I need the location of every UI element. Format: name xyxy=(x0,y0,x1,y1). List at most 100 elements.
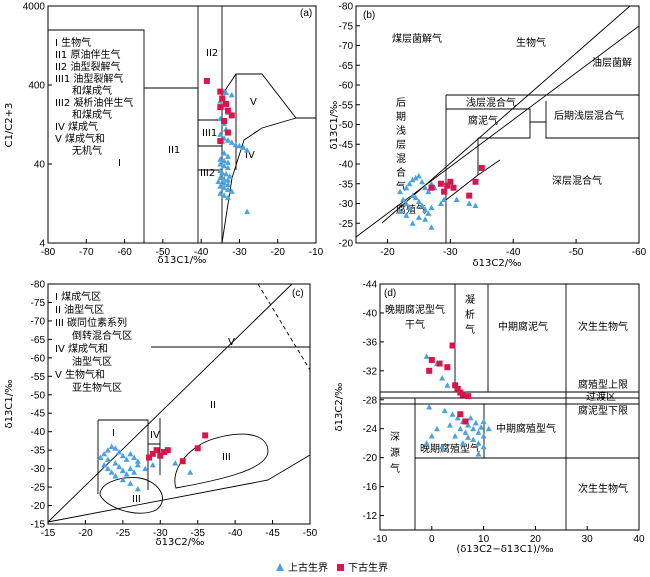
d-point-upper xyxy=(465,434,472,440)
b-point-upper xyxy=(397,188,404,195)
panel-d-zone-2: 干气 xyxy=(405,318,425,331)
c-ytick-label: -25 xyxy=(31,483,46,494)
panel-b-zone-3: 油层菌解 xyxy=(592,56,632,69)
panel-a-legend-7: 和煤成气 xyxy=(72,108,112,121)
b-ytick-label: -35 xyxy=(339,179,354,190)
panel-d-ylabel: δ13C2/‰ xyxy=(334,383,345,432)
d-point-upper xyxy=(423,353,430,359)
c-point-lower xyxy=(149,450,156,457)
c-xtick-label: -40 xyxy=(228,528,243,539)
d-point-lower xyxy=(436,360,443,367)
panel-b-zone-5: 腐泥气 xyxy=(468,114,498,127)
a-point-upper xyxy=(236,142,243,149)
b-point-lower xyxy=(478,164,485,171)
c-point-upper xyxy=(134,461,141,468)
b-point-upper xyxy=(403,212,410,218)
d-xtick-label: 0 xyxy=(429,534,435,545)
d-point-lower xyxy=(428,356,435,363)
a-point-lower xyxy=(224,129,231,136)
c-point-upper xyxy=(187,469,194,475)
a-point-upper xyxy=(215,178,222,185)
c-point-lower xyxy=(202,432,209,439)
panel-b-zone-7-v6: 合 xyxy=(396,166,406,179)
panel-d-zone-7: 过渡区 xyxy=(586,390,616,403)
a-xtick-label: -10 xyxy=(309,247,324,258)
panel-d-zone-6: 腐殖型上限 xyxy=(578,378,628,391)
c-point-upper xyxy=(127,465,134,472)
panel-a-legend-1: I 生物气 xyxy=(55,36,91,49)
a-point-upper xyxy=(228,91,235,98)
d-point-lower xyxy=(426,367,433,374)
b-point-upper xyxy=(409,192,416,199)
panel-b-zone-6: 后期浅层混合气 xyxy=(554,109,624,122)
d-point-upper xyxy=(454,414,461,421)
panel-c-label: (c) xyxy=(292,288,304,299)
c-ytick-label: -30 xyxy=(31,464,46,475)
panel-d: (d) 晚期腐泥型气 干气 凝 析 气 中期腐泥气 次生生物气 腐殖型上限 过渡… xyxy=(334,280,645,556)
a-point-upper xyxy=(221,192,228,198)
d-point-upper xyxy=(472,419,479,426)
panel-a-zone-III1: III1 xyxy=(202,128,217,139)
panel-b-ylabel: δ13C1/‰ xyxy=(329,101,340,150)
panel-b-zone-7-v4: 层 xyxy=(396,139,406,151)
a-point-upper xyxy=(224,181,231,188)
c-point-upper xyxy=(172,460,179,466)
b-xtick-label: -30 xyxy=(443,247,458,258)
panel-b-zone-7-v1: 后 xyxy=(396,97,406,109)
panel-a-zone-II2: II2 xyxy=(206,48,218,59)
c-point-upper xyxy=(142,465,149,472)
b-point-upper xyxy=(425,210,432,216)
b-point-lower xyxy=(441,188,448,195)
d-point-upper xyxy=(426,404,433,410)
d-point-upper xyxy=(470,436,477,443)
b-ytick-label: -20 xyxy=(339,239,354,250)
a-point-upper xyxy=(219,169,226,176)
b-point-upper xyxy=(400,196,407,203)
b-point-upper xyxy=(428,204,435,210)
panel-c-zone-II: II xyxy=(210,400,216,411)
c-point-upper xyxy=(101,450,108,457)
b-ytick-label: -80 xyxy=(339,2,354,13)
d-point-upper xyxy=(475,451,482,457)
b-ytick-label: -60 xyxy=(339,81,354,92)
panel-c-legend-5: IV 煤成气和 xyxy=(55,342,108,355)
panel-a-legend-3: II2 油型裂解气 xyxy=(55,60,120,73)
c-point-upper xyxy=(123,456,130,462)
b-xtick-label: -40 xyxy=(506,247,521,258)
panel-d-zone-9c: 气 xyxy=(390,462,400,475)
b-point-lower xyxy=(447,178,454,185)
panel-b-zone-7-v3: 浅 xyxy=(396,124,406,137)
c-xtick-label: -30 xyxy=(153,528,168,539)
c-point-lower xyxy=(179,458,186,465)
legend-lower-label: 下古生界 xyxy=(348,561,388,574)
panel-a-legend-5: 和煤成气 xyxy=(72,84,112,97)
a-xtick-label: -40 xyxy=(194,247,209,258)
d-point-upper xyxy=(478,424,485,430)
panel-d-xlabel: (δ13C2−δ13C1)/‰ xyxy=(456,544,553,555)
c-point-upper xyxy=(123,471,130,477)
d-ytick-label: -28 xyxy=(363,395,378,406)
d-point-upper xyxy=(475,429,482,435)
b-point-upper xyxy=(406,180,413,187)
panel-b-zone-7-v5: 混 xyxy=(396,153,406,165)
a-point-upper xyxy=(217,131,224,137)
panel-b-xlabel: δ13C2/‰ xyxy=(473,258,522,269)
d-point-upper xyxy=(480,418,487,424)
panel-b-label: (b) xyxy=(363,10,375,21)
panel-c-zone-V: V xyxy=(228,337,235,348)
b-point-lower xyxy=(466,192,473,199)
c-ytick-label: -45 xyxy=(31,409,46,420)
b-point-upper xyxy=(419,202,426,208)
d-point-upper xyxy=(485,425,492,432)
panel-b-zone-4: 浅层混合气 xyxy=(466,96,516,109)
a-xtick-label: -30 xyxy=(232,247,247,258)
panel-d-zone-8: 腐泥型下限 xyxy=(578,404,628,417)
panel-d-zone-1: 晚期腐泥型气 xyxy=(385,303,445,316)
c-point-upper xyxy=(119,452,126,459)
c-point-lower xyxy=(194,445,201,452)
panel-a-boundary-3 xyxy=(144,87,222,147)
a-point-upper xyxy=(217,156,224,162)
b-point-upper xyxy=(428,224,435,230)
a-point-lower xyxy=(223,100,230,107)
a-point-upper xyxy=(223,89,230,96)
